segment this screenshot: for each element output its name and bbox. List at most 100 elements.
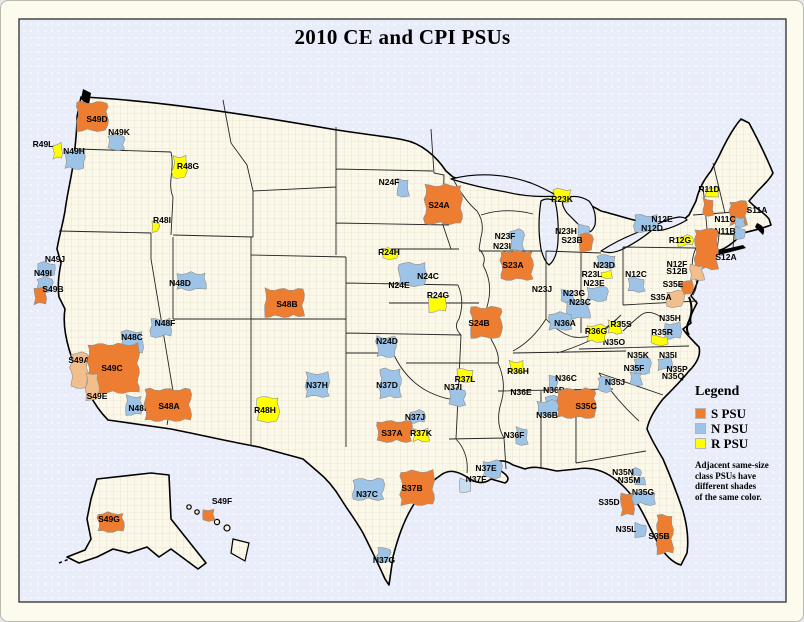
psu-R48H: R48H — [254, 396, 280, 423]
psu-patch — [84, 372, 100, 401]
psu-S49F: S49F — [202, 496, 232, 522]
psu-S49D: S49D — [75, 100, 109, 132]
psu-label: N36C — [555, 373, 577, 383]
psu-label: N23G — [563, 288, 586, 298]
psu-patch — [548, 311, 573, 331]
psu-patch — [734, 216, 747, 228]
psu-patch — [704, 186, 719, 198]
psu-N37I: N37I — [444, 382, 467, 407]
psu-label: R48G — [177, 161, 200, 171]
psu-patch — [376, 547, 392, 563]
psu-patch — [499, 249, 534, 281]
psu-N35P: N35P — [666, 364, 688, 374]
psu-patch — [536, 399, 559, 417]
hawaii-big-island — [230, 538, 250, 562]
lake-erie — [600, 229, 652, 254]
psu-patch — [458, 477, 472, 493]
psu-R36H: R36H — [507, 359, 529, 376]
psu-label: N37C — [356, 489, 378, 499]
psu-patch — [176, 271, 207, 291]
psu-N24F: N24F — [379, 177, 410, 198]
psu-label: N35I — [659, 350, 677, 360]
psu-patch — [619, 492, 635, 517]
psu-label: N12C — [625, 269, 647, 279]
psu-label: N35G — [632, 487, 655, 497]
psu-patch — [586, 323, 607, 343]
psu-label: R24G — [427, 290, 450, 300]
psu-label: N36B — [536, 410, 558, 420]
psu-label: N23D — [593, 260, 615, 270]
lake-ontario — [652, 216, 688, 231]
psu-N24D: N24D — [375, 335, 398, 358]
psu-label: S23B — [561, 235, 582, 245]
map-title: 2010 CE and CPI PSUs — [294, 25, 511, 49]
psu-R12G: R12G — [669, 234, 694, 247]
psu-patch — [75, 100, 109, 132]
lake-huron — [561, 195, 596, 233]
psu-label: S35A — [650, 292, 671, 302]
psu-N37G: N37G — [373, 547, 395, 565]
psu-label: S49D — [86, 114, 107, 124]
psu-S12B: S12B — [666, 263, 705, 282]
psu-patch — [412, 427, 430, 443]
psu-S49E: S49E — [84, 372, 108, 401]
psu-patch — [376, 420, 413, 443]
psu-label: S12B — [666, 266, 687, 276]
psu-N35O: N35O — [603, 337, 626, 347]
psu-S48A: S48A — [143, 387, 192, 422]
psu-R24G: R24G — [427, 290, 450, 313]
psu-N37C: N37C — [352, 477, 385, 501]
psu-N37H: N37H — [304, 371, 330, 398]
psu-S23A: S23A — [499, 249, 534, 281]
psu-label: R37L — [455, 374, 476, 384]
psu-label: R48H — [254, 405, 276, 415]
psu-label: N49K — [108, 127, 131, 137]
legend-title: Legend — [695, 384, 740, 399]
psu-label: N24F — [379, 177, 400, 187]
psu-label: S23A — [502, 260, 523, 270]
psu-label: S35C — [575, 401, 596, 411]
legend: Legend S PSU N PSU R PSU Adjacent same-s… — [695, 384, 791, 502]
psu-R36G: R36G — [585, 323, 607, 343]
psu-label: N35N — [612, 467, 634, 477]
psu-R23K: R23K — [551, 187, 574, 204]
psu-patch — [482, 459, 503, 479]
psu-patch — [448, 387, 467, 407]
psu-S23B: S23B — [561, 232, 594, 252]
psu-N37F: N37F — [458, 474, 486, 493]
r-psu-swatch — [695, 438, 706, 449]
psu-patch — [689, 263, 705, 282]
psu-patch — [378, 367, 402, 399]
psu-label: N12E — [651, 214, 673, 224]
psu-N24C: N24C — [397, 261, 439, 287]
psu-label: N48D — [169, 278, 191, 288]
psu-label: N36F — [504, 430, 525, 440]
psu-patch — [33, 285, 47, 306]
psu-N12D: N12D — [641, 223, 663, 233]
psu-label: N35J — [605, 377, 626, 387]
psu-N37E: N37E — [475, 459, 503, 479]
psu-label: N36A — [554, 318, 576, 328]
psu-label: S49E — [87, 391, 108, 401]
psu-label: R37K — [410, 428, 433, 438]
psu-N48D: N48D — [169, 271, 207, 291]
psu-N49H: N49H — [63, 146, 86, 170]
psu-patch — [515, 426, 529, 446]
psu-R37K: R37K — [410, 427, 433, 443]
psu-N23J: N23J — [532, 284, 553, 294]
psu-patch — [586, 285, 609, 302]
psu-label: S24B — [468, 318, 489, 328]
psu-patch — [508, 228, 525, 252]
psu-label: N48F — [155, 318, 176, 328]
psu-N36A: N36A — [548, 311, 576, 331]
psu-patch — [352, 477, 385, 501]
psu-N48F: N48F — [149, 317, 176, 338]
psu-label: R12G — [669, 235, 692, 245]
psu-patch — [734, 225, 746, 240]
psu-label: N37D — [376, 380, 398, 390]
psu-patch — [64, 149, 86, 170]
psu-patch — [143, 387, 192, 422]
psu-label: N36D — [543, 385, 565, 395]
psu-patch — [597, 376, 613, 393]
